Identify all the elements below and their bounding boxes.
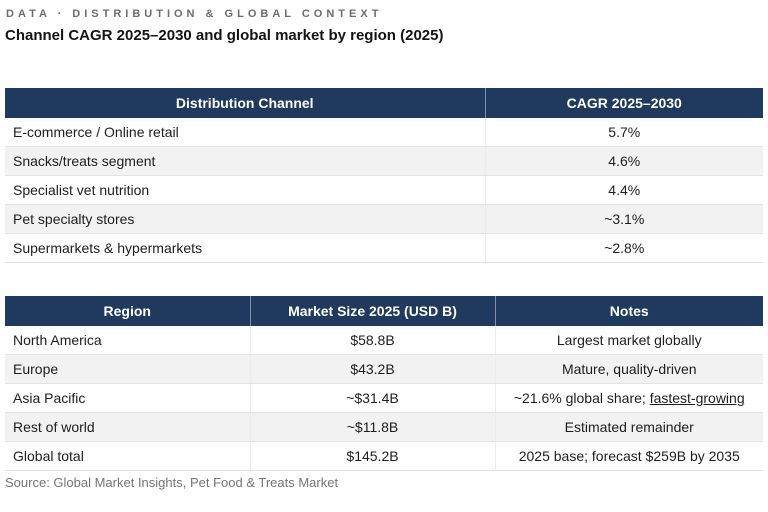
notes-text: ~21.6% global share; [513, 390, 650, 406]
cagr-cell: 4.6% [485, 146, 763, 176]
market-size-cell: $58.8B [250, 326, 496, 355]
channel-cell: E-commerce / Online retail [5, 118, 486, 147]
channel-cell: Pet specialty stores [5, 204, 486, 234]
table-header-row: Distribution Channel CAGR 2025–2030 [5, 88, 763, 118]
eyebrow-label: DATA · DISTRIBUTION & GLOBAL CONTEXT [6, 8, 383, 20]
region-market-table: Region Market Size 2025 (USD B) Notes No… [5, 296, 763, 471]
table-row: Pet specialty stores ~3.1% [5, 204, 763, 234]
column-header-notes: Notes [495, 296, 763, 326]
notes-cell: Mature, quality-driven [495, 354, 763, 384]
cagr-cell: ~3.1% [485, 204, 763, 234]
notes-underlined-text: fastest-growing [649, 390, 745, 406]
notes-cell: Estimated remainder [495, 412, 763, 442]
table-row: E-commerce / Online retail 5.7% [5, 118, 763, 147]
column-header-region: Region [5, 296, 251, 326]
table-row: Specialist vet nutrition 4.4% [5, 175, 763, 205]
channel-cagr-table: Distribution Channel CAGR 2025–2030 E-co… [5, 88, 763, 263]
notes-cell: Largest market globally [495, 326, 763, 355]
region-cell: Asia Pacific [5, 383, 251, 413]
table-row: Supermarkets & hypermarkets ~2.8% [5, 233, 763, 263]
channel-cell: Specialist vet nutrition [5, 175, 486, 205]
market-size-cell: ~$31.4B [250, 383, 496, 413]
region-cell: Europe [5, 354, 251, 384]
channel-cell: Snacks/treats segment [5, 146, 486, 176]
table-header-row: Region Market Size 2025 (USD B) Notes [5, 296, 763, 326]
column-header-distribution-channel: Distribution Channel [5, 88, 486, 118]
page-title: Channel CAGR 2025–2030 and global market… [5, 27, 444, 44]
table-row: North America $58.8B Largest market glob… [5, 326, 763, 355]
column-header-cagr: CAGR 2025–2030 [485, 88, 763, 118]
source-note: Source: Global Market Insights, Pet Food… [5, 475, 339, 490]
market-size-cell: $43.2B [250, 354, 496, 384]
market-size-cell: ~$11.8B [250, 412, 496, 442]
table-row: Snacks/treats segment 4.6% [5, 146, 763, 176]
cagr-cell: ~2.8% [485, 233, 763, 263]
column-header-market-size: Market Size 2025 (USD B) [250, 296, 496, 326]
notes-cell: 2025 base; forecast $259B by 2035 [495, 441, 763, 471]
region-cell: Global total [5, 441, 251, 471]
notes-cell: ~21.6% global share; fastest-growing [495, 383, 763, 413]
cagr-cell: 4.4% [485, 175, 763, 205]
region-cell: Rest of world [5, 412, 251, 442]
channel-cell: Supermarkets & hypermarkets [5, 233, 486, 263]
table-row: Global total $145.2B 2025 base; forecast… [5, 441, 763, 471]
cagr-cell: 5.7% [485, 118, 763, 147]
table-row: Europe $43.2B Mature, quality-driven [5, 354, 763, 384]
table-row: Rest of world ~$11.8B Estimated remainde… [5, 412, 763, 442]
table-row: Asia Pacific ~$31.4B ~21.6% global share… [5, 383, 763, 413]
market-size-cell: $145.2B [250, 441, 496, 471]
region-cell: North America [5, 326, 251, 355]
